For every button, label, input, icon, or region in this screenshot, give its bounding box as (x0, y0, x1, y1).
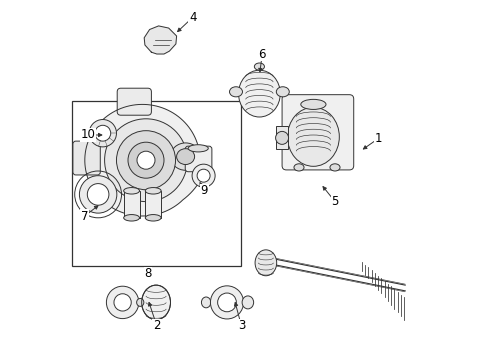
Ellipse shape (142, 285, 171, 320)
Ellipse shape (276, 87, 289, 97)
Ellipse shape (123, 215, 140, 221)
Ellipse shape (95, 125, 111, 141)
Text: 9: 9 (200, 184, 208, 197)
Text: 6: 6 (259, 48, 266, 60)
Polygon shape (85, 104, 205, 216)
Text: 5: 5 (331, 195, 339, 208)
Text: 10: 10 (80, 129, 95, 141)
Ellipse shape (171, 143, 201, 170)
Bar (123, 191, 140, 218)
Text: 1: 1 (374, 132, 382, 145)
FancyBboxPatch shape (282, 95, 354, 170)
Ellipse shape (87, 184, 109, 205)
Polygon shape (261, 256, 405, 291)
Ellipse shape (239, 70, 280, 117)
Ellipse shape (242, 296, 254, 309)
Bar (275, 126, 288, 149)
Ellipse shape (128, 142, 164, 178)
Ellipse shape (79, 176, 117, 213)
Ellipse shape (201, 297, 211, 308)
Bar (145, 191, 161, 218)
Bar (72, 101, 242, 266)
Ellipse shape (117, 131, 175, 190)
Ellipse shape (330, 164, 340, 171)
Ellipse shape (176, 149, 195, 165)
Ellipse shape (123, 188, 140, 194)
FancyBboxPatch shape (117, 88, 151, 115)
Ellipse shape (275, 131, 289, 144)
Ellipse shape (197, 169, 210, 182)
Ellipse shape (114, 294, 131, 311)
Polygon shape (144, 26, 176, 54)
FancyBboxPatch shape (185, 146, 212, 172)
Ellipse shape (229, 87, 243, 97)
Ellipse shape (106, 286, 139, 319)
Ellipse shape (294, 164, 304, 171)
Ellipse shape (192, 164, 215, 187)
FancyBboxPatch shape (73, 141, 100, 175)
Text: 4: 4 (189, 11, 196, 24)
Ellipse shape (89, 120, 117, 147)
Ellipse shape (188, 145, 208, 152)
Ellipse shape (301, 99, 326, 109)
Ellipse shape (255, 250, 277, 276)
Ellipse shape (104, 119, 187, 202)
Text: 2: 2 (153, 319, 161, 332)
Ellipse shape (288, 107, 339, 166)
Ellipse shape (254, 63, 265, 70)
Ellipse shape (145, 188, 161, 194)
Ellipse shape (137, 151, 155, 169)
Text: 3: 3 (238, 319, 245, 332)
Ellipse shape (218, 293, 236, 312)
Ellipse shape (145, 215, 161, 221)
Text: 8: 8 (144, 267, 151, 280)
Ellipse shape (210, 286, 244, 319)
Ellipse shape (137, 298, 144, 306)
Text: 7: 7 (81, 210, 89, 222)
